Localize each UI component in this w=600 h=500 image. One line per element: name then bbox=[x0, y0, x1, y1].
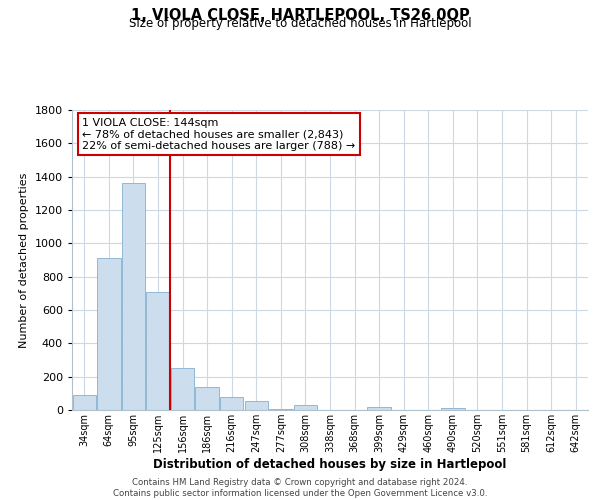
Bar bbox=[196, 386, 219, 410]
Bar bbox=[146, 292, 170, 410]
Bar bbox=[122, 184, 145, 410]
Text: Contains HM Land Registry data © Crown copyright and database right 2024.
Contai: Contains HM Land Registry data © Crown c… bbox=[113, 478, 487, 498]
X-axis label: Distribution of detached houses by size in Hartlepool: Distribution of detached houses by size … bbox=[154, 458, 506, 471]
Bar bbox=[171, 368, 194, 410]
Bar bbox=[97, 258, 121, 410]
Bar bbox=[245, 401, 268, 410]
Text: 1 VIOLA CLOSE: 144sqm
← 78% of detached houses are smaller (2,843)
22% of semi-d: 1 VIOLA CLOSE: 144sqm ← 78% of detached … bbox=[82, 118, 356, 150]
Y-axis label: Number of detached properties: Number of detached properties bbox=[19, 172, 29, 348]
Bar bbox=[220, 396, 244, 410]
Text: 1, VIOLA CLOSE, HARTLEPOOL, TS26 0QP: 1, VIOLA CLOSE, HARTLEPOOL, TS26 0QP bbox=[131, 8, 469, 22]
Bar bbox=[367, 406, 391, 410]
Bar bbox=[441, 408, 464, 410]
Text: Size of property relative to detached houses in Hartlepool: Size of property relative to detached ho… bbox=[128, 18, 472, 30]
Bar bbox=[294, 405, 317, 410]
Bar bbox=[73, 395, 96, 410]
Bar bbox=[269, 409, 293, 410]
